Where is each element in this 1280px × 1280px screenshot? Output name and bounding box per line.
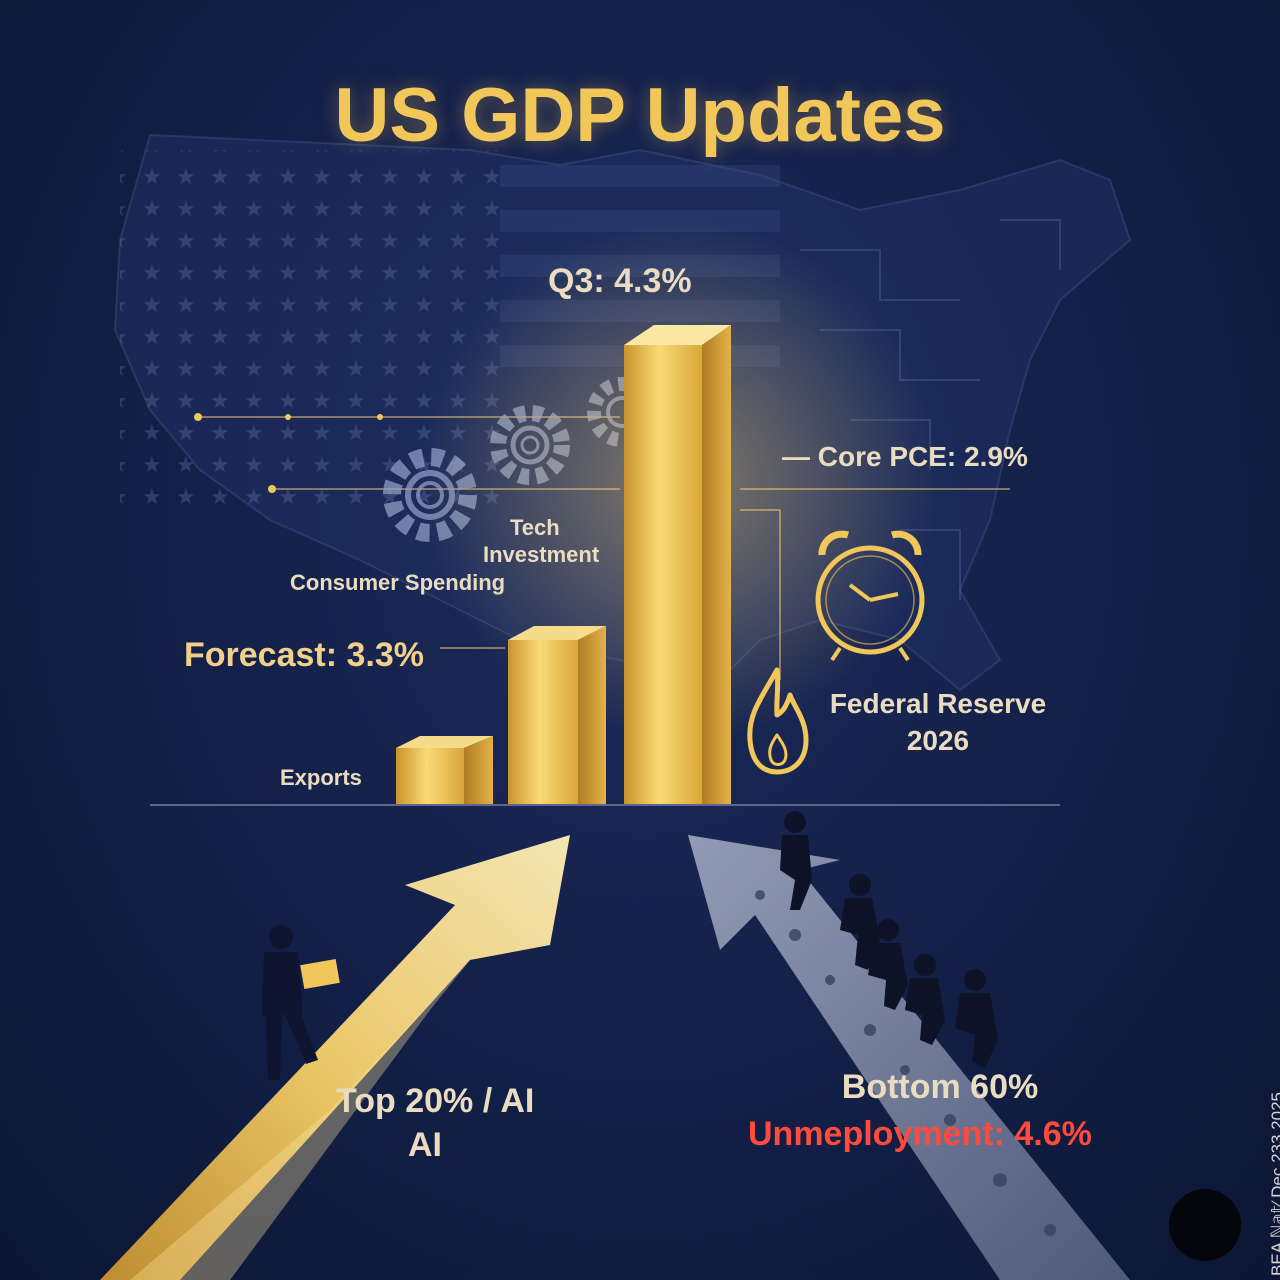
alarm-clock-icon xyxy=(815,530,925,662)
investment-label: Investment xyxy=(483,542,600,567)
logo-badge xyxy=(1169,1189,1241,1261)
person-laptop-icon xyxy=(262,925,340,1080)
federal-reserve-line1: Federal Reserve xyxy=(829,688,1047,719)
federal-reserve-line2: 2026 xyxy=(906,725,970,756)
top-group-line2: AI xyxy=(408,1126,442,1164)
bar-q3 xyxy=(624,325,731,804)
source-note: BEA ℕ𝕒𝕥⁄ Dec 233,2025 xyxy=(1268,1092,1280,1276)
exports-label: Exports xyxy=(280,765,362,790)
bottom-group-line1: Bottom 60% xyxy=(841,1068,1039,1106)
page-title: US GDP Updates xyxy=(334,73,946,158)
forecast-label: Forecast: 3.3% xyxy=(184,636,424,674)
top-group-line1: Top 20% / AI xyxy=(336,1082,535,1120)
q3-label: Q3: 4.3% xyxy=(548,262,692,300)
consumer-spending-label: Consumer Spending xyxy=(290,570,506,595)
unemployment-label: Unmeployment: 4.6% xyxy=(748,1115,1092,1153)
bar-exports xyxy=(396,736,493,804)
tech-label: Tech xyxy=(510,515,560,540)
core-pce-label: — Core PCE: 2.9% xyxy=(782,441,1028,472)
fire-icon xyxy=(747,667,809,775)
falling-arrow xyxy=(688,835,1130,1280)
bar-forecast xyxy=(508,626,606,804)
person-silhouette-icon xyxy=(780,811,998,1068)
